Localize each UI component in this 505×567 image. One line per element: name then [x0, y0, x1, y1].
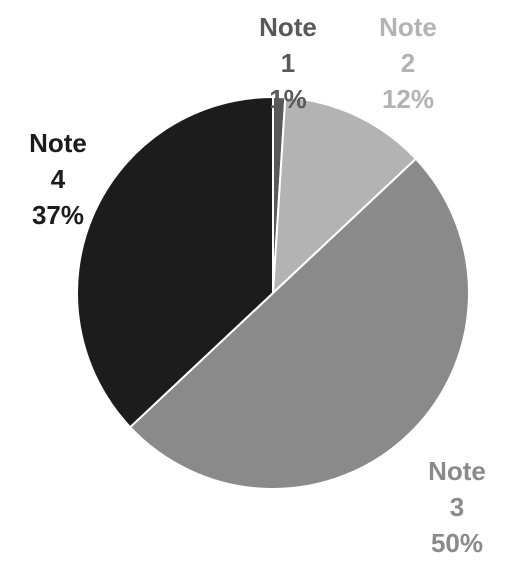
pie-label-note-1: Note 1 1%: [259, 12, 317, 114]
pie-slice-note-3: [128, 157, 470, 490]
slice-label-number: 3: [450, 492, 464, 522]
slice-label-percent: 50%: [431, 528, 483, 558]
slice-label-name: Note: [428, 456, 486, 486]
slice-label-percent: 12%: [382, 84, 434, 114]
slice-label-name: Note: [29, 128, 87, 158]
pie-slices: [75, 95, 470, 490]
pie-labels: Note 1 1% Note 2 12% Note 3 50% Note 4 37%: [29, 12, 486, 558]
pie-label-note-4: Note 4 37%: [29, 128, 87, 230]
slice-label-percent: 37%: [32, 200, 84, 230]
slice-label-percent: 1%: [269, 84, 307, 114]
pie-label-note-2: Note 2 12%: [379, 12, 437, 114]
slice-label-number: 2: [401, 48, 415, 78]
slice-label-name: Note: [379, 12, 437, 42]
pie-label-note-3: Note 3 50%: [428, 456, 486, 558]
slice-label-number: 1: [281, 48, 295, 78]
pie-slice-note-2: [271, 96, 418, 296]
pie-slice-note-4: [75, 95, 274, 429]
slice-label-number: 4: [51, 164, 66, 194]
slice-label-name: Note: [259, 12, 317, 42]
